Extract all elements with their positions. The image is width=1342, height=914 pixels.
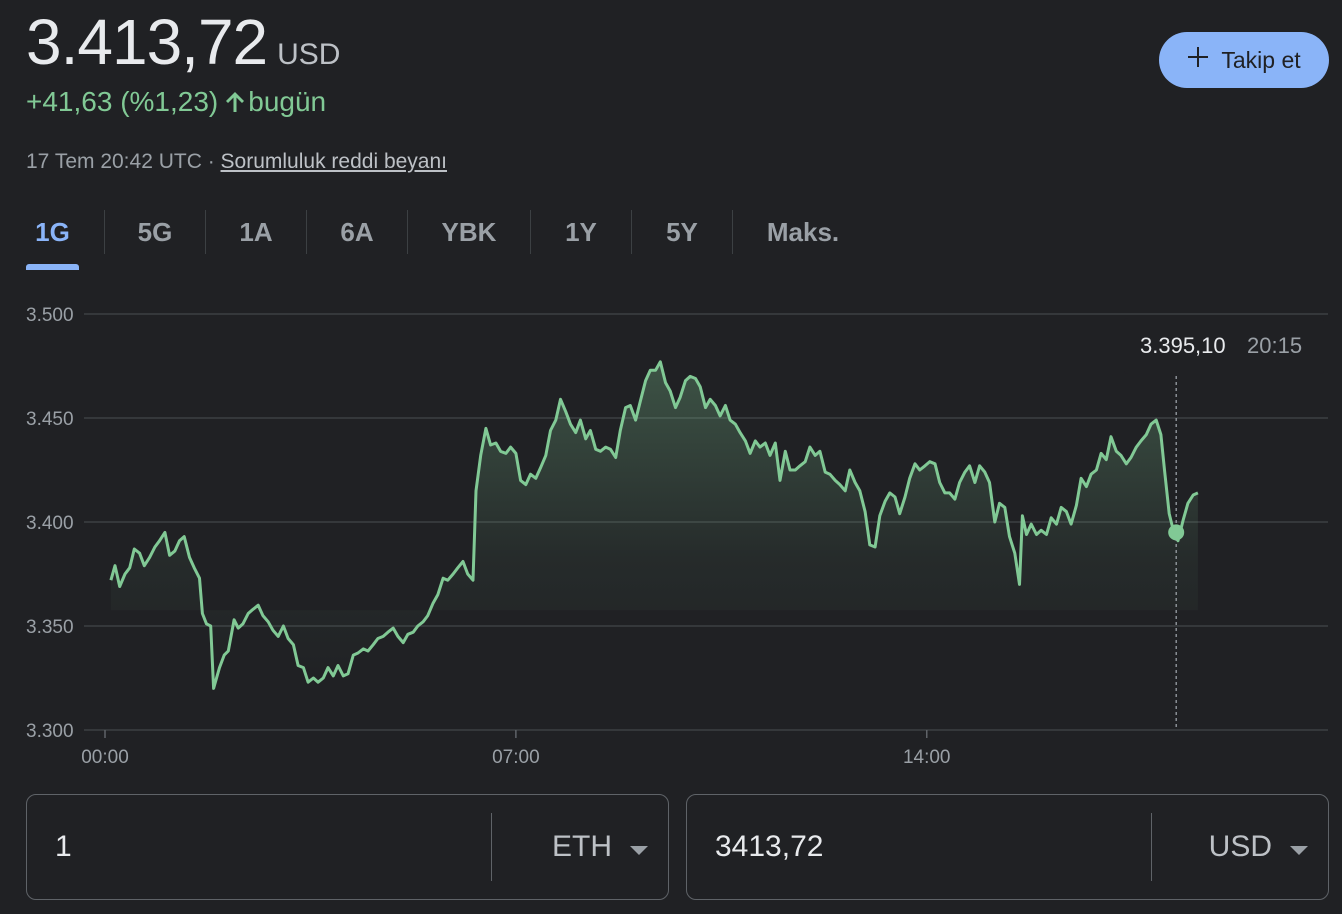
converter-from: 1 ETH — [26, 794, 669, 900]
converter-to-unit: USD — [1208, 830, 1272, 863]
price-area — [110, 361, 1198, 689]
price-change: +41,63 (%1,23) bugün — [26, 86, 326, 118]
tab-1g[interactable]: 1G — [26, 208, 79, 270]
converter-from-select[interactable]: ETH — [492, 830, 668, 864]
tooltip-value: 3.395,10 — [1140, 333, 1226, 358]
x-tick-label: 00:00 — [81, 747, 129, 768]
converter-divider — [1151, 813, 1152, 881]
price-line — [109, 360, 1199, 690]
tab-divider — [530, 210, 531, 254]
arrow-up-icon — [224, 90, 246, 114]
price-header: 3.413,72 USD — [26, 6, 340, 78]
change-value: +41,63 (%1,23) — [26, 86, 219, 117]
tab-1a[interactable]: 1A — [239, 217, 273, 247]
current-price: 3.413,72 — [26, 6, 268, 78]
tab-divider — [732, 210, 733, 254]
converter-from-unit: ETH — [552, 830, 612, 863]
follow-button-label: Takip et — [1221, 46, 1301, 73]
plus-icon — [1187, 46, 1209, 74]
x-tick-label: 07:00 — [492, 747, 540, 768]
price-chart[interactable]: 3.500 3.450 3.400 3.350 3.300 00:00 07:00 14:0… — [0, 280, 1342, 780]
tab-max[interactable]: Maks. — [766, 217, 840, 247]
quote-timestamp: 17 Tem 20:42 UTC · — [26, 150, 221, 173]
tab-5g[interactable]: 5G — [137, 217, 173, 247]
dropdown-arrow-icon — [630, 830, 648, 864]
tab-1y[interactable]: 1Y — [565, 217, 597, 247]
y-tick-label: 3.500 — [26, 305, 74, 326]
tab-6a[interactable]: 6A — [340, 217, 374, 247]
tab-5y[interactable]: 5Y — [666, 217, 698, 247]
y-tick-label: 3.300 — [26, 721, 74, 742]
quote-meta: 17 Tem 20:42 UTC · Sorumluluk reddi beya… — [26, 150, 447, 174]
converter-to-input[interactable]: 3413,72 — [715, 830, 824, 863]
converter-to-select[interactable]: USD — [1152, 830, 1328, 864]
chart-tooltip: 3.395,10 20:15 — [1124, 318, 1324, 374]
tab-divider — [104, 210, 105, 254]
tab-divider — [407, 210, 408, 254]
converter-to: 3413,72 USD — [686, 794, 1329, 900]
y-tick-label: 3.450 — [26, 409, 74, 430]
dropdown-arrow-icon — [1290, 830, 1308, 864]
follow-button[interactable]: Takip et — [1159, 32, 1329, 88]
y-tick-label: 3.350 — [26, 617, 74, 638]
tab-divider — [631, 210, 632, 254]
tooltip-time: 20:15 — [1247, 333, 1302, 358]
price-currency: USD — [277, 38, 341, 71]
change-period: bugün — [248, 86, 327, 117]
y-tick-label: 3.400 — [26, 513, 74, 534]
range-tabs: 1G 5G 1A 6A YBK 1Y 5Y Maks. — [26, 208, 873, 270]
tab-ybk[interactable]: YBK — [441, 217, 497, 247]
cursor-dot — [1168, 524, 1185, 541]
tab-divider — [306, 210, 307, 254]
converter-divider — [491, 813, 492, 881]
converter-from-input[interactable]: 1 — [55, 830, 72, 863]
price-chart-svg[interactable]: 3.500 3.450 3.400 3.350 3.300 00:00 07:00 14:0… — [0, 280, 1342, 780]
tab-divider — [205, 210, 206, 254]
x-tick-label: 14:00 — [903, 747, 951, 768]
disclaimer-link[interactable]: Sorumluluk reddi beyanı — [220, 150, 447, 173]
